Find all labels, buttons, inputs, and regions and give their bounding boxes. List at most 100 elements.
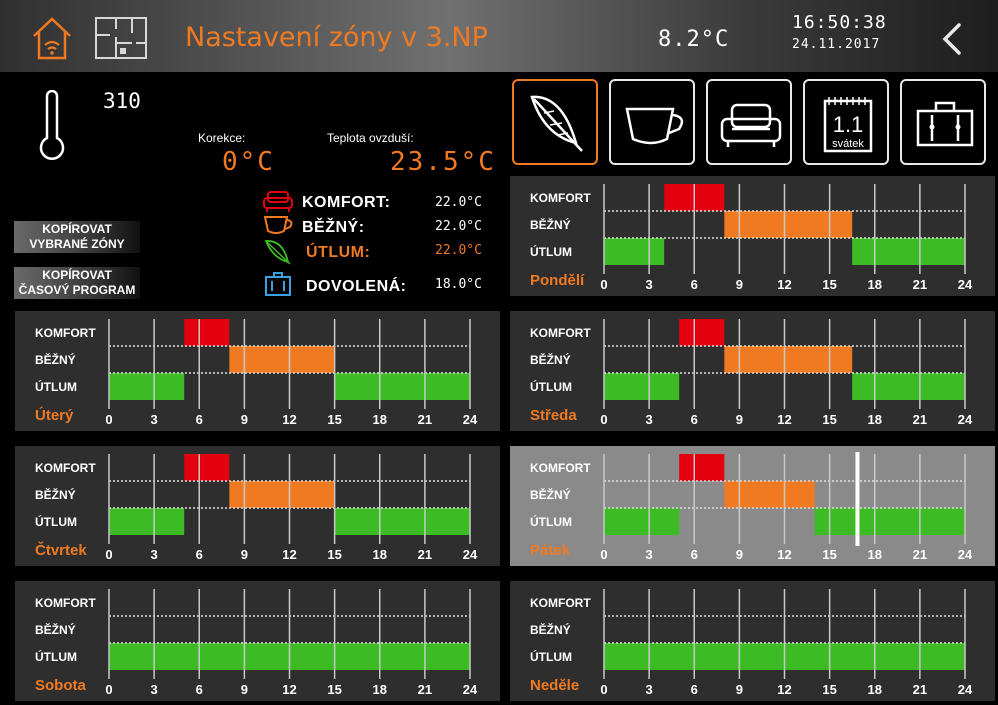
hour-tick-label: 3: [645, 547, 653, 562]
home-wifi-icon[interactable]: [30, 14, 74, 66]
schedule-segment-utlum: [852, 238, 965, 265]
button-label: ČASOVÝ PROGRAM: [18, 283, 136, 297]
hour-tick-label: 6: [195, 412, 203, 427]
clock-time: 16:50:38: [792, 12, 887, 33]
mode-utlum-temp[interactable]: 22.0°C: [435, 243, 482, 258]
hour-tick-label: 21: [417, 682, 433, 697]
schedule-segment-bezny: [229, 346, 335, 373]
copy-time-program-button[interactable]: KOPÍROVAT ČASOVÝ PROGRAM: [14, 267, 140, 299]
copy-selected-zones-button[interactable]: KOPÍROVAT VYBRANÉ ZÓNY: [14, 221, 140, 253]
hour-tick-label: 24: [957, 547, 973, 562]
day-name: Čtvrtek: [35, 542, 87, 559]
hour-tick-label: 18: [867, 682, 882, 697]
day-schedule-panel[interactable]: KOMFORT BĚŽNÝ ÚTLUM Čtvrtek 0 3 6 9 12 15 18 21 24: [15, 446, 500, 566]
hour-tick-label: 21: [417, 547, 433, 562]
hour-tick-label: 9: [735, 682, 743, 697]
outdoor-temperature: 8.2°C: [658, 27, 730, 52]
hour-tick-label: 3: [645, 412, 653, 427]
hour-tick-label: 24: [462, 412, 478, 427]
mode-button-komfort[interactable]: [706, 79, 792, 165]
hour-tick-label: 0: [105, 547, 113, 562]
schedule-row-label: KOMFORT: [530, 326, 591, 340]
hour-tick-label: 9: [240, 682, 248, 697]
hour-tick-label: 0: [600, 412, 608, 427]
mode-bezny-label: BĚŽNÝ:: [302, 219, 365, 236]
hour-tick-label: 12: [777, 547, 792, 562]
hour-tick-label: 3: [150, 547, 158, 562]
mode-button-dovolena[interactable]: [900, 79, 986, 165]
hour-tick-label: 18: [867, 277, 882, 292]
schedule-segment-utlum: [109, 508, 185, 535]
day-name: Pondělí: [530, 272, 585, 289]
feather-icon: [530, 95, 583, 152]
mode-dovolena-temp[interactable]: 18.0°C: [435, 277, 482, 292]
schedule-segment-utlum: [109, 373, 185, 400]
day-schedule-panel[interactable]: KOMFORT BĚŽNÝ ÚTLUM Neděle 0 3 6 9 12 15 18 21 24: [510, 581, 995, 701]
schedule-row-label: BĚŽNÝ: [530, 218, 571, 232]
hour-tick-label: 15: [327, 682, 342, 697]
hour-tick-label: 15: [822, 547, 837, 562]
day-schedule-panel[interactable]: KOMFORT BĚŽNÝ ÚTLUM Středa 0 3 6 9 12 15 18 21 24: [510, 311, 995, 431]
hour-tick-label: 24: [462, 547, 478, 562]
schedule-row-label: ÚTLUM: [530, 380, 572, 394]
hour-tick-label: 18: [372, 412, 387, 427]
schedule-row-label: KOMFORT: [35, 461, 96, 475]
day-schedule-panel[interactable]: KOMFORT BĚŽNÝ ÚTLUM Sobota 0 3 6 9 12 15 18 21 24: [15, 581, 500, 701]
suitcase-icon: [264, 271, 292, 301]
hour-tick-label: 15: [327, 412, 342, 427]
mode-button-utlum[interactable]: [512, 79, 598, 165]
mode-utlum-label: ÚTLUM:: [306, 244, 371, 261]
hour-tick-label: 21: [912, 547, 928, 562]
hour-tick-label: 3: [150, 412, 158, 427]
hour-tick-label: 6: [195, 682, 203, 697]
korekce-label: Korekce:: [198, 131, 246, 145]
button-label: KOPÍROVAT: [42, 268, 112, 282]
schedule-row-label: ÚTLUM: [530, 650, 572, 664]
hour-tick-label: 9: [735, 412, 743, 427]
sofa-icon: [720, 103, 782, 147]
schedule-row-label: ÚTLUM: [530, 515, 572, 529]
schedule-segment-bezny: [229, 481, 335, 508]
korekce-value[interactable]: 0°C: [222, 147, 275, 177]
air-temp-value: 23.5°C: [390, 147, 496, 177]
hour-tick-label: 24: [957, 412, 973, 427]
hour-tick-label: 18: [372, 682, 387, 697]
hour-tick-label: 12: [777, 277, 792, 292]
schedule-chart: [603, 319, 966, 409]
hour-tick-label: 15: [822, 277, 837, 292]
hour-tick-label: 12: [777, 682, 792, 697]
schedule-chart: [603, 184, 966, 274]
schedule-segment-komfort: [679, 319, 725, 346]
calendar-holiday-label: svátek: [832, 138, 864, 150]
schedule-segment-utlum: [604, 373, 680, 400]
day-schedule-panel[interactable]: KOMFORT BĚŽNÝ ÚTLUM Pátek 0 3 6 9 12 15 18 21 24: [510, 446, 995, 566]
mode-button-bezny[interactable]: [609, 79, 695, 165]
mode-bezny-temp[interactable]: 22.0°C: [435, 219, 482, 234]
hour-tick-label: 9: [735, 547, 743, 562]
schedule-row-label: KOMFORT: [530, 596, 591, 610]
calendar-day-label: 1.1: [833, 112, 864, 137]
hour-tick-label: 9: [240, 412, 248, 427]
schedule-row-label: ÚTLUM: [35, 650, 77, 664]
schedule-segment-bezny: [724, 346, 853, 373]
hour-tick-label: 18: [867, 547, 882, 562]
hour-tick-label: 9: [240, 547, 248, 562]
air-temp-label: Teplota ovzduší:: [327, 131, 414, 145]
hour-tick-label: 0: [600, 277, 608, 292]
hour-tick-label: 3: [150, 682, 158, 697]
hour-tick-label: 18: [372, 547, 387, 562]
day-schedule-panel[interactable]: KOMFORT BĚŽNÝ ÚTLUM Pondělí 0 3 6 9 12 15 18 21 24: [510, 176, 995, 296]
mode-komfort-temp[interactable]: 22.0°C: [435, 195, 482, 210]
schedule-chart: [603, 589, 966, 679]
back-chevron-icon[interactable]: [940, 22, 964, 60]
calendar-icon: 1.1 svátek: [823, 97, 873, 153]
schedule-row-label: ÚTLUM: [35, 515, 77, 529]
schedule-segment-komfort: [184, 454, 230, 481]
mode-button-holiday[interactable]: 1.1 svátek: [803, 79, 889, 165]
schedule-chart: [603, 452, 966, 546]
hour-tick-label: 0: [600, 547, 608, 562]
hour-tick-label: 21: [912, 277, 928, 292]
day-schedule-panel[interactable]: KOMFORT BĚŽNÝ ÚTLUM Úterý 0 3 6 9 12 15 18 21 24: [15, 311, 500, 431]
hour-tick-label: 12: [282, 412, 297, 427]
floorplan-icon[interactable]: [92, 15, 150, 65]
